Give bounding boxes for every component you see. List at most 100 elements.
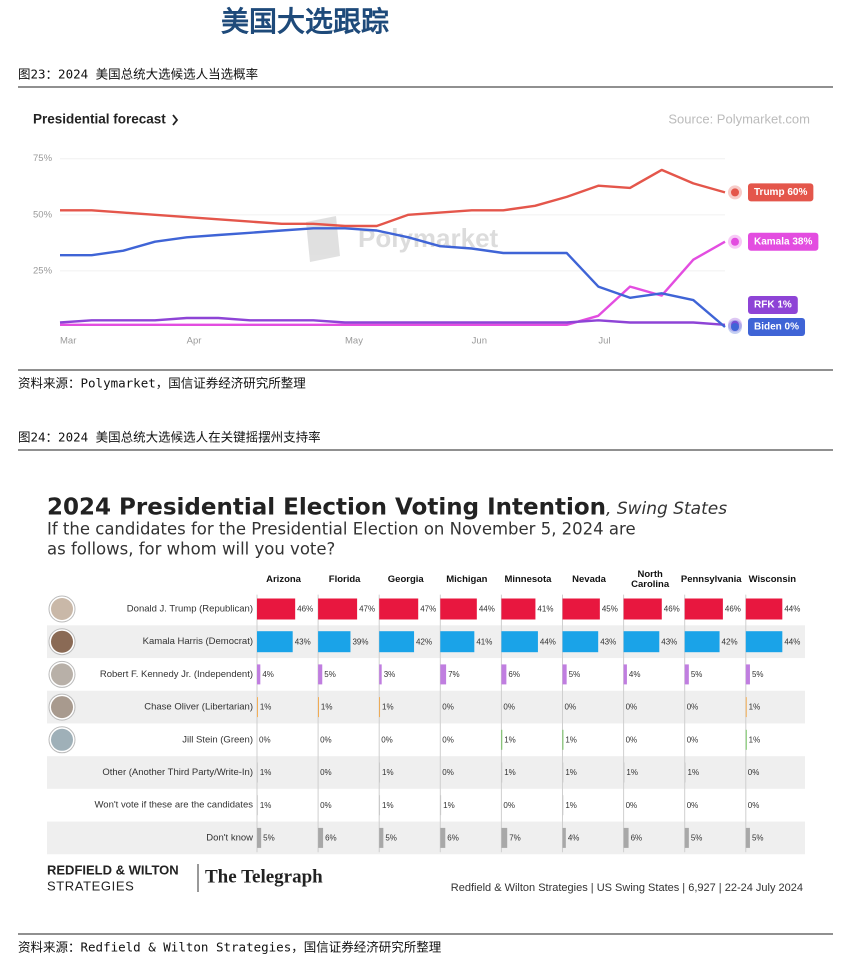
bar bbox=[257, 664, 261, 685]
value-label: 0% bbox=[626, 735, 638, 744]
column-header-text: Minnesota bbox=[504, 574, 552, 585]
value-label: 1% bbox=[565, 768, 577, 777]
end-label-box bbox=[748, 183, 814, 202]
value-label: 4% bbox=[262, 670, 274, 679]
value-label: 1% bbox=[626, 768, 638, 777]
value-label: 5% bbox=[569, 670, 581, 679]
value-label: 46% bbox=[297, 605, 313, 614]
end-label-text: Biden 0% bbox=[754, 322, 799, 333]
value-label: 1% bbox=[504, 735, 516, 744]
value-label: 4% bbox=[568, 834, 580, 843]
bar bbox=[257, 795, 258, 816]
value-label: 0% bbox=[687, 801, 699, 810]
column-header: Arizona bbox=[266, 574, 301, 585]
value-label: 5% bbox=[691, 670, 703, 679]
series-line bbox=[60, 227, 726, 328]
row-label: Won't vote if these are the candidates bbox=[95, 800, 254, 811]
row-label: Donald J. Trump (Republican) bbox=[127, 604, 253, 615]
value-label: 6% bbox=[447, 834, 459, 843]
row-label: Robert F. Kennedy Jr. (Independent) bbox=[100, 669, 253, 680]
value-label: 45% bbox=[602, 605, 618, 614]
bar bbox=[257, 598, 296, 620]
x-tick-label: Mar bbox=[60, 336, 76, 347]
bar bbox=[501, 762, 503, 783]
chart-source: Source: Polymarket.com bbox=[668, 111, 810, 126]
bar bbox=[684, 598, 723, 620]
bar bbox=[623, 664, 627, 685]
column-header-text: Arizona bbox=[266, 574, 301, 585]
end-label: Trump 60% bbox=[748, 183, 814, 202]
end-label: RFK 1% bbox=[748, 296, 798, 314]
bar bbox=[684, 827, 689, 848]
y-tick-label: 50% bbox=[33, 209, 53, 220]
bar bbox=[562, 827, 566, 848]
value-label: 41% bbox=[537, 605, 553, 614]
watermark: Polymarket bbox=[306, 216, 499, 262]
bar bbox=[257, 697, 258, 718]
series-line bbox=[60, 240, 726, 326]
chart-title: 2024 Presidential Election Voting Intent… bbox=[47, 495, 606, 521]
bar bbox=[440, 598, 477, 620]
column-header-text: Pennsylvania bbox=[680, 574, 742, 585]
column-header-text: Michigan bbox=[446, 574, 488, 585]
value-label: 5% bbox=[752, 834, 764, 843]
bar bbox=[318, 631, 351, 653]
value-label: 44% bbox=[784, 605, 800, 614]
value-label: 6% bbox=[325, 834, 337, 843]
value-label: 1% bbox=[260, 703, 272, 712]
column-header: North Carolina bbox=[631, 570, 669, 590]
value-label: 46% bbox=[725, 605, 741, 614]
value-label: 4% bbox=[629, 670, 641, 679]
value-label: 1% bbox=[565, 801, 577, 810]
brand: STRATEGIES bbox=[47, 878, 134, 893]
bar bbox=[562, 762, 564, 783]
end-label: Kamala 38% bbox=[748, 232, 819, 251]
partner-logo: The Telegraph bbox=[205, 866, 323, 887]
value-label: 43% bbox=[661, 637, 677, 646]
value-label: 1% bbox=[443, 801, 455, 810]
y-tick-label: 25% bbox=[33, 265, 53, 276]
value-label: 1% bbox=[321, 703, 333, 712]
value-label: 0% bbox=[381, 735, 393, 744]
value-label: 1% bbox=[382, 703, 394, 712]
row-band bbox=[47, 756, 805, 789]
value-label: 0% bbox=[687, 735, 699, 744]
row-label: Don't know bbox=[206, 832, 253, 843]
value-label: 1% bbox=[688, 768, 700, 777]
value-label: 5% bbox=[385, 834, 397, 843]
bar bbox=[745, 697, 747, 718]
bar bbox=[440, 827, 446, 848]
column-header: Michigan bbox=[446, 574, 488, 585]
bar bbox=[318, 664, 323, 685]
avatar-photo bbox=[51, 630, 73, 653]
value-label: 46% bbox=[664, 605, 680, 614]
bar bbox=[501, 827, 508, 848]
value-label: 1% bbox=[260, 801, 272, 810]
value-label: 0% bbox=[748, 801, 760, 810]
value-label: 5% bbox=[752, 670, 764, 679]
column-header: Wisconsin bbox=[749, 575, 796, 585]
row-label: Kamala Harris (Democrat) bbox=[143, 636, 253, 647]
value-label: 42% bbox=[722, 637, 738, 646]
bar bbox=[745, 827, 750, 848]
chart-title: Presidential forecast bbox=[33, 112, 166, 127]
value-label: 1% bbox=[565, 735, 577, 744]
figure-caption: 图24：2024 美国总统大选候选人在关键摇摆州支持率 bbox=[18, 430, 321, 445]
bar bbox=[257, 631, 293, 653]
value-label: 0% bbox=[442, 703, 454, 712]
value-label: 41% bbox=[476, 637, 492, 646]
value-label: 0% bbox=[626, 801, 638, 810]
chevron bbox=[172, 114, 179, 126]
value-label: 0% bbox=[626, 703, 638, 712]
value-label: 1% bbox=[749, 703, 761, 712]
column-header-text: Florida bbox=[328, 574, 361, 585]
avatar-photo bbox=[51, 728, 73, 751]
bar bbox=[623, 631, 660, 653]
value-label: 42% bbox=[416, 637, 432, 646]
column-header: Pennsylvania bbox=[680, 574, 742, 585]
bar bbox=[440, 795, 442, 816]
value-label: 0% bbox=[442, 768, 454, 777]
column-header: Minnesota bbox=[504, 574, 552, 585]
value-label: 0% bbox=[320, 768, 332, 777]
figure-caption: 图23：2024 美国总统大选候选人当选概率 bbox=[18, 67, 258, 82]
